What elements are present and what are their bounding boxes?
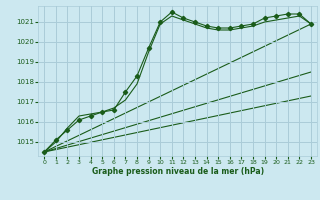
X-axis label: Graphe pression niveau de la mer (hPa): Graphe pression niveau de la mer (hPa) <box>92 167 264 176</box>
